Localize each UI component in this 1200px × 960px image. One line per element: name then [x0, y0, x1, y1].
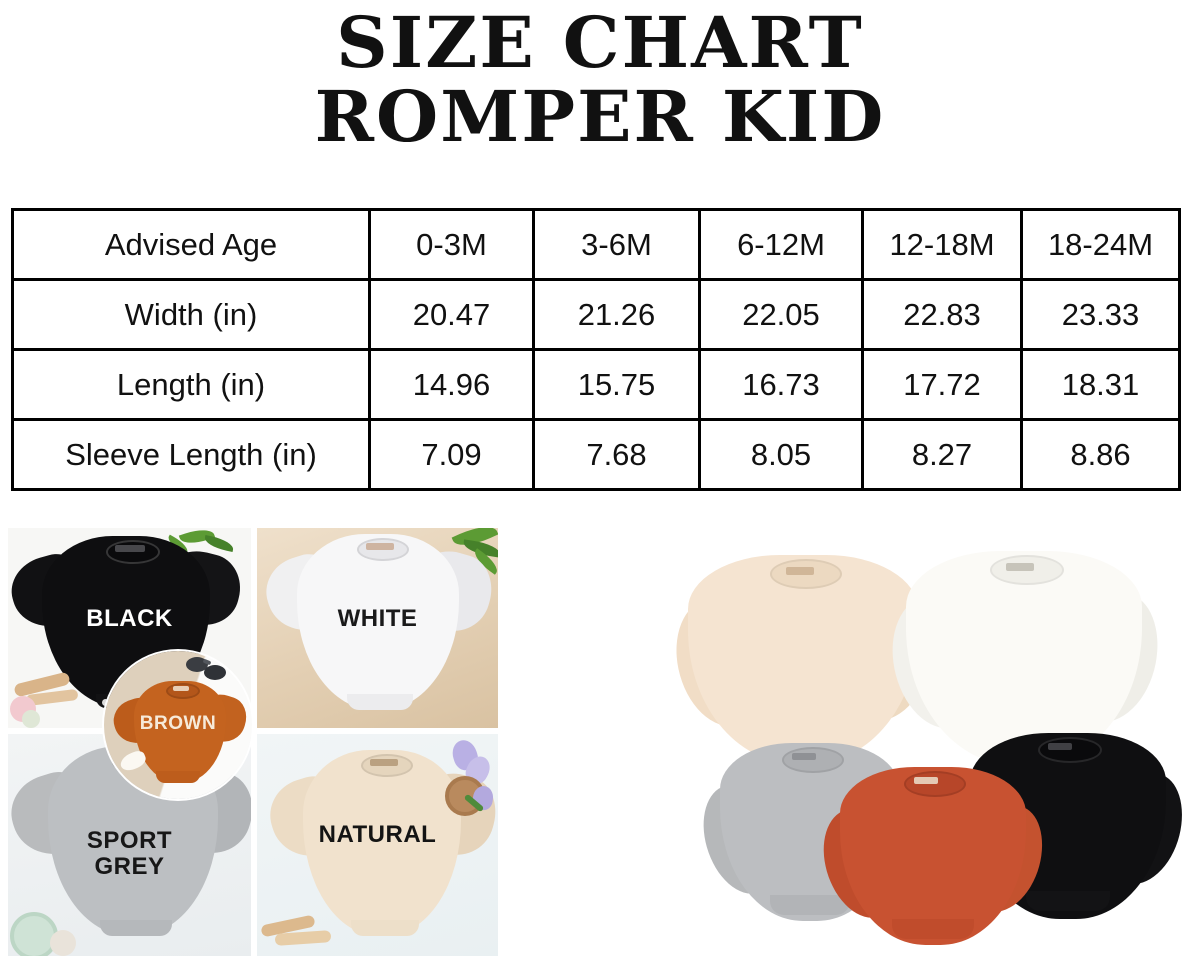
brand-tag: [370, 759, 398, 766]
sweatshirt-white: [882, 551, 1168, 765]
product-photo-group: [660, 531, 1192, 955]
sunglasses-icon: [204, 665, 226, 680]
romper-brown: [108, 679, 252, 787]
page-title: SIZE CHART ROMPER KID: [0, 6, 1200, 154]
collage-tile-white: WHITE: [257, 528, 498, 728]
cell-width-6-12m: 22.05: [698, 278, 864, 351]
cell-sleeve-12-18m: 8.27: [861, 418, 1023, 491]
cell-age-0-3m: 0-3M: [368, 208, 535, 281]
cell-sleeve-3-6m: 7.68: [532, 418, 701, 491]
sweatshirt-cream: [665, 555, 941, 763]
brand-tag: [366, 543, 394, 550]
cell-length-3-6m: 15.75: [532, 348, 701, 421]
romper-natural: [261, 748, 498, 944]
cell-age-3-6m: 3-6M: [532, 208, 701, 281]
collage-label-brown: BROWN: [139, 713, 217, 734]
cell-width-0-3m: 20.47: [368, 278, 535, 351]
sunglasses-icon: [186, 657, 208, 672]
collage-label-white: WHITE: [337, 605, 418, 632]
collage-tile-natural: NATURAL: [257, 734, 498, 956]
cell-age-18-24m: 18-24M: [1020, 208, 1181, 281]
romper-rust: [812, 767, 1053, 945]
brand-tag: [1048, 743, 1072, 750]
brand-tag: [914, 777, 938, 784]
brand-tag: [1006, 563, 1034, 571]
cell-sleeve-0-3m: 7.09: [368, 418, 535, 491]
row-label-sleeve-length: Sleeve Length (in): [11, 418, 371, 491]
table-row: Length (in) 14.96 15.75 16.73 17.72 18.3…: [11, 348, 1181, 421]
title-line-2: ROMPER KID: [314, 75, 886, 158]
title-line-1: SIZE CHART: [336, 1, 864, 84]
table-row: Width (in) 20.47 21.26 22.05 22.83 23.33: [11, 278, 1181, 351]
collage-label-black: BLACK: [86, 605, 173, 632]
size-chart-table: Advised Age 0-3M 3-6M 6-12M 12-18M 18-24…: [11, 208, 1181, 491]
cell-width-18-24m: 23.33: [1020, 278, 1181, 351]
cell-length-6-12m: 16.73: [698, 348, 864, 421]
brand-tag: [173, 686, 189, 691]
brand-tag: [786, 567, 814, 575]
green-prop: [22, 710, 40, 728]
brand-tag: [792, 753, 816, 760]
row-label-length: Length (in): [11, 348, 371, 421]
cell-width-3-6m: 21.26: [532, 278, 701, 351]
cell-length-12-18m: 17.72: [861, 348, 1023, 421]
product-photo-section: BLACK WHITE: [0, 523, 1200, 960]
collage-label-sport-grey: SPORT GREY: [86, 827, 173, 880]
table-row: Sleeve Length (in) 7.09 7.68 8.05 8.27 8…: [11, 418, 1181, 491]
cell-age-6-12m: 6-12M: [698, 208, 864, 281]
cell-age-12-18m: 12-18M: [861, 208, 1023, 281]
cell-sleeve-6-12m: 8.05: [698, 418, 864, 491]
brand-tag: [115, 545, 145, 552]
collage-label-natural: NATURAL: [318, 821, 437, 848]
collage-inset-brown: BROWN: [104, 651, 252, 799]
row-label-width: Width (in): [11, 278, 371, 351]
cell-length-0-3m: 14.96: [368, 348, 535, 421]
cell-length-18-24m: 18.31: [1020, 348, 1181, 421]
table-row: Advised Age 0-3M 3-6M 6-12M 12-18M 18-24…: [11, 208, 1181, 281]
color-collage: BLACK WHITE: [8, 528, 498, 956]
cell-sleeve-18-24m: 8.86: [1020, 418, 1181, 491]
romper-white: [257, 532, 498, 718]
cell-width-12-18m: 22.83: [861, 278, 1023, 351]
toy-prop: [50, 930, 76, 956]
row-label-advised-age: Advised Age: [11, 208, 371, 281]
